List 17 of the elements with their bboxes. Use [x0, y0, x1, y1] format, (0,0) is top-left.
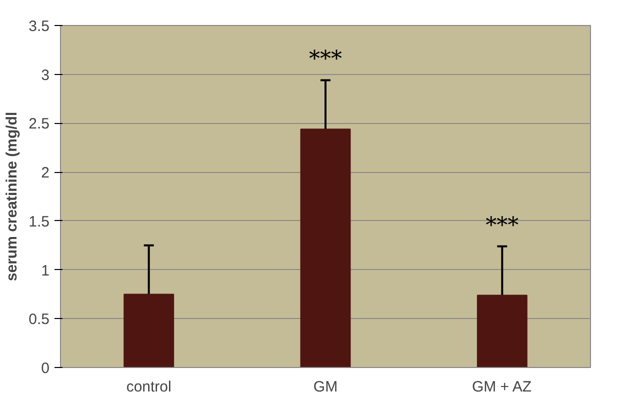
- y-tick-label: 2: [41, 164, 50, 182]
- bar: [124, 294, 174, 368]
- y-tick-label: 0.5: [28, 311, 50, 328]
- x-tick-label: control: [126, 378, 172, 396]
- y-tick-label: 2.5: [28, 116, 50, 133]
- y-tick-label: 3.5: [28, 18, 50, 35]
- y-tick-label: 1: [41, 262, 50, 280]
- y-axis-title: serum creatinine (mg/dl: [4, 112, 21, 282]
- bar: [300, 128, 351, 368]
- y-tick-label: 0: [41, 360, 50, 377]
- annotation: ***: [486, 213, 519, 238]
- x-tick-label: GM + AZ: [472, 378, 532, 396]
- y-tick-label: 1.5: [28, 213, 50, 230]
- bar: [476, 294, 528, 368]
- y-tick-label: 3: [41, 66, 50, 84]
- annotation: ***: [309, 47, 342, 72]
- x-tick-label: GM: [313, 378, 338, 396]
